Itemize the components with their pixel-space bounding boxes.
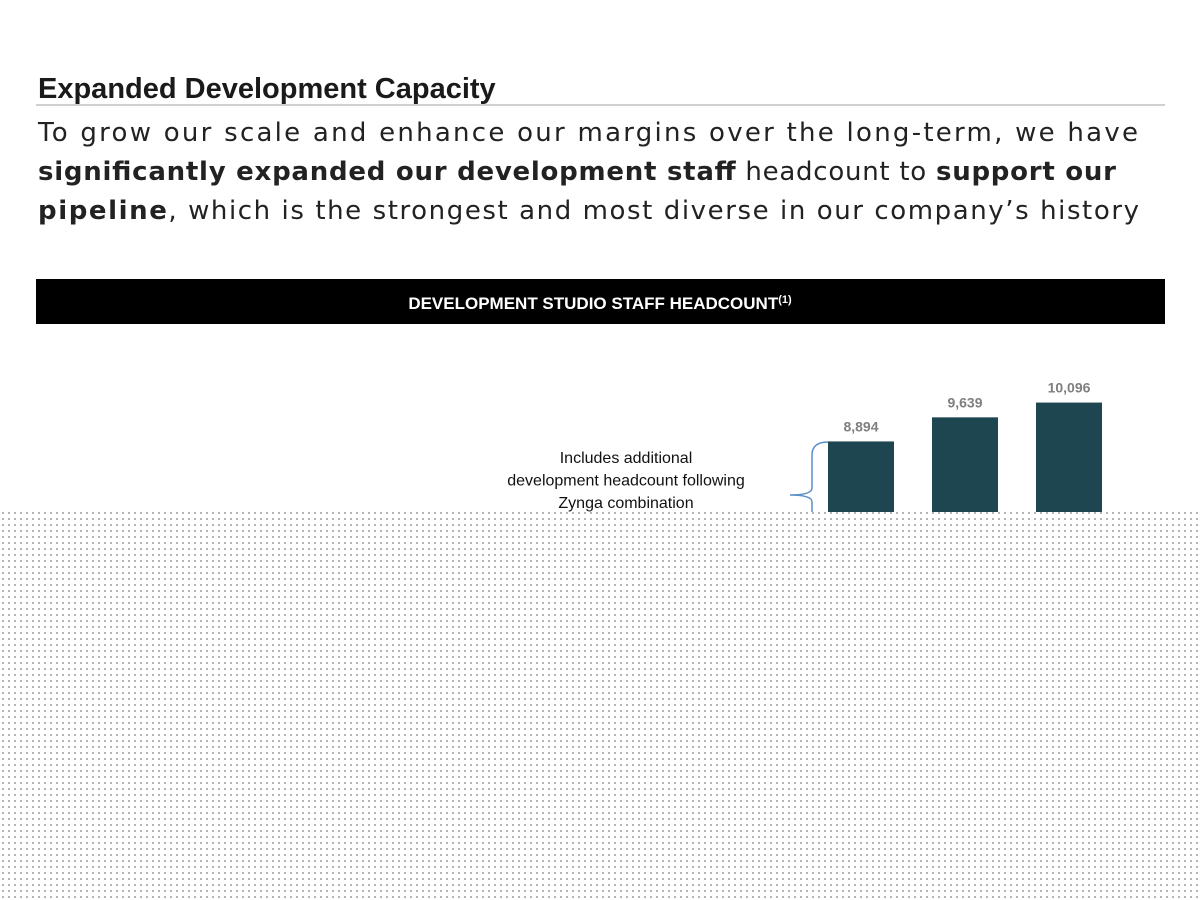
intro-bold: support our	[936, 157, 1116, 187]
title: Expanded Development Capacity	[38, 73, 496, 105]
banner	[36, 279, 1165, 324]
banner-text: DEVELOPMENT STUDIO STAFF HEADCOUNT	[408, 294, 779, 313]
intro-bold: pipeline	[38, 196, 167, 226]
intro-line: To grow our scale and enhance our margin…	[37, 118, 1138, 148]
intro-text: To grow our scale and enhance our margin…	[37, 118, 1138, 148]
intro-bold: significantly expanded our development s…	[38, 157, 737, 187]
value-label: 8,894	[843, 418, 878, 434]
annotation: development headcount following	[507, 473, 745, 490]
intro-line: significantly expanded our development s…	[38, 157, 1116, 187]
annotation: Includes additional	[560, 450, 693, 467]
intro-line: pipeline, which is the strongest and mos…	[38, 196, 1139, 226]
banner-title: DEVELOPMENT STUDIO STAFF HEADCOUNT(1)	[408, 294, 792, 313]
intro: To grow our scale and enhance our margin…	[37, 118, 1139, 226]
intro-text: headcount to	[736, 157, 935, 187]
value-label: 10,096	[1048, 380, 1091, 396]
intro-text: , which is the strongest and most divers…	[168, 196, 1139, 226]
overlay	[0, 512, 1200, 900]
brace	[789, 441, 829, 512]
banner-superscript: (1)	[778, 294, 792, 306]
value-label: 9,639	[947, 394, 982, 410]
annotation: Zynga combination	[558, 495, 693, 512]
